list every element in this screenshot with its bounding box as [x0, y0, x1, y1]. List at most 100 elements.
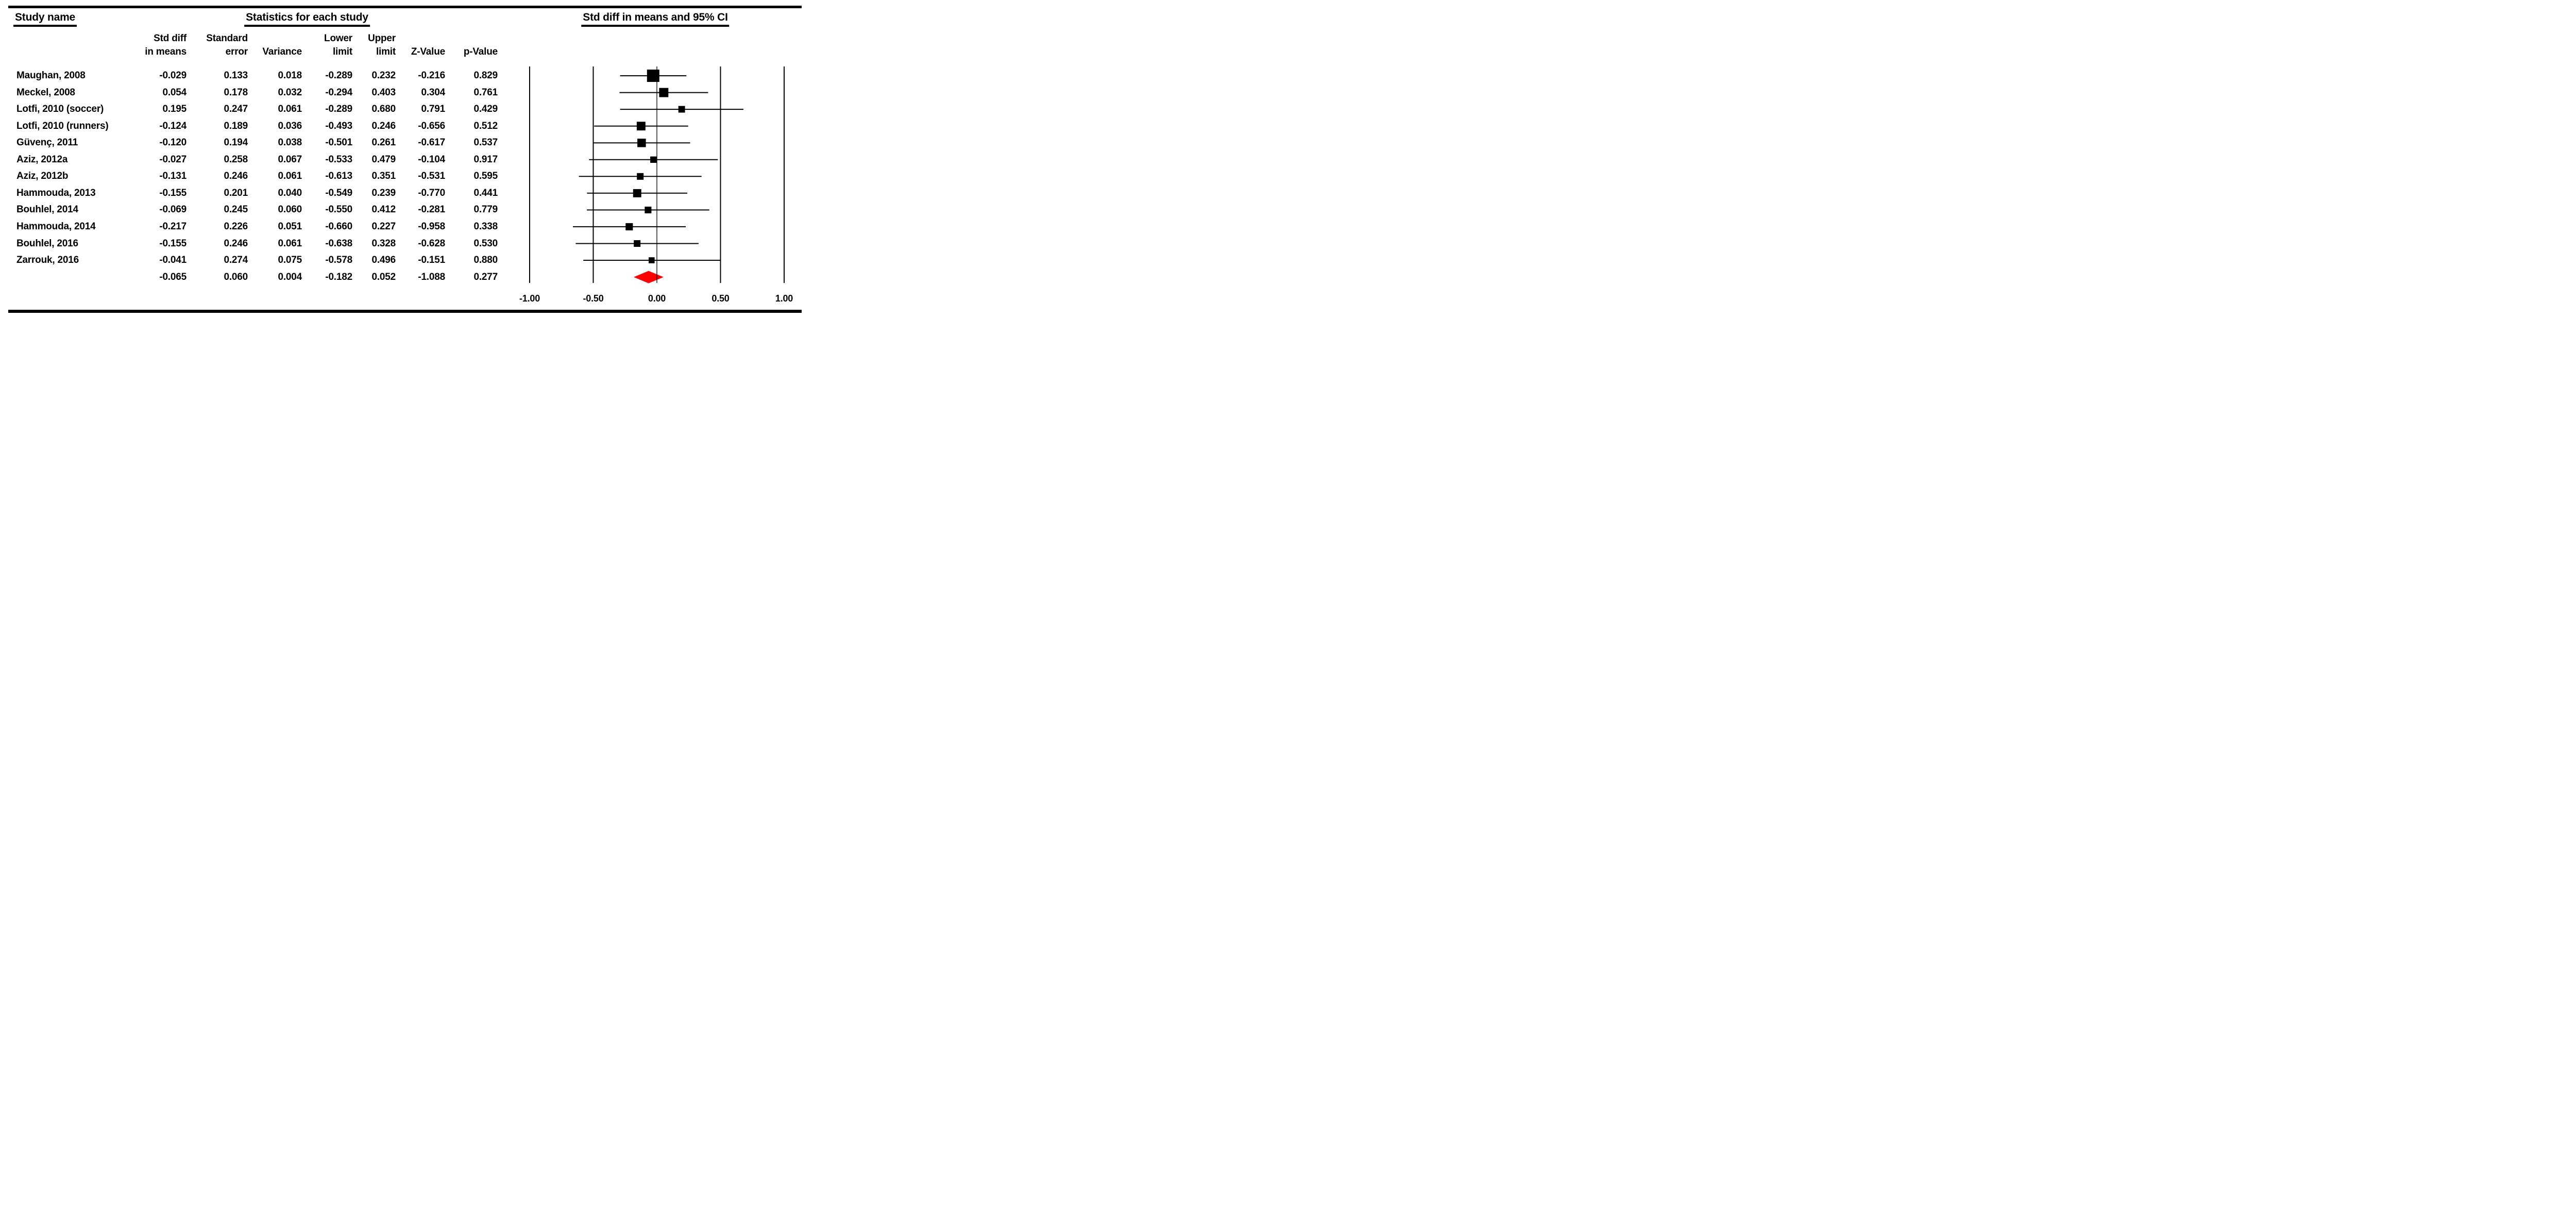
- stat-value: 0.338: [473, 221, 498, 232]
- stat-value: -0.027: [159, 154, 187, 165]
- col-header-standard-error-line2: error: [225, 46, 248, 57]
- study-name-column-title: Study name: [13, 11, 77, 27]
- bottom-rule: [8, 310, 802, 313]
- col-header-upper-limit-line2: limit: [376, 46, 396, 57]
- stat-value: 0.051: [278, 221, 302, 232]
- stat-value: 0.247: [224, 104, 248, 115]
- stat-value: 0.227: [371, 221, 396, 232]
- stat-value: 0.917: [473, 154, 498, 165]
- stat-value: -0.104: [418, 154, 445, 165]
- statistics-section-title: Statistics for each study: [244, 11, 370, 27]
- stat-value: -0.294: [325, 87, 352, 98]
- stat-value: 0.761: [473, 87, 498, 98]
- stat-value: 0.061: [278, 171, 302, 182]
- stat-value: 0.061: [278, 104, 302, 115]
- stat-value: 0.189: [224, 120, 248, 131]
- stat-value: 0.226: [224, 221, 248, 232]
- stat-value: -1.088: [418, 271, 445, 282]
- stat-value: 0.304: [421, 87, 445, 98]
- stat-value: 0.595: [473, 171, 498, 182]
- stat-value: 0.246: [224, 238, 248, 249]
- stat-value: 0.277: [473, 271, 498, 282]
- stat-value: -0.029: [159, 70, 187, 81]
- stat-value: 0.178: [224, 87, 248, 98]
- stat-value: 0.133: [224, 70, 248, 81]
- stat-value: 0.328: [371, 238, 396, 249]
- study-name: Hammouda, 2014: [16, 221, 96, 232]
- col-header-z-value: Z-Value: [411, 46, 445, 57]
- stat-value: 0.429: [473, 104, 498, 115]
- stat-value: -0.660: [325, 221, 352, 232]
- stat-value: 0.274: [224, 255, 248, 265]
- effect-size-square: [659, 88, 669, 97]
- study-name: Meckel, 2008: [16, 87, 75, 98]
- effect-size-square: [647, 70, 659, 82]
- effect-size-square: [645, 206, 652, 213]
- col-header-lower-limit-line1: Lower: [324, 33, 352, 44]
- stat-value: 0.060: [224, 271, 248, 282]
- col-header-p-value: p-Value: [463, 46, 498, 57]
- effect-size-square: [637, 139, 646, 147]
- stat-value: -0.155: [159, 187, 187, 198]
- stat-value: 0.779: [473, 204, 498, 215]
- stat-value: -0.549: [325, 187, 352, 198]
- stat-value: 0.530: [473, 238, 498, 249]
- stat-value: -0.065: [159, 271, 187, 282]
- stat-value: -0.531: [418, 171, 445, 182]
- stat-value: 0.245: [224, 204, 248, 215]
- top-rule: [8, 6, 802, 8]
- stat-value: -0.120: [159, 137, 187, 148]
- study-name: Güvenç, 2011: [16, 137, 78, 148]
- stat-value: -0.069: [159, 204, 187, 215]
- stat-value: 0.829: [473, 70, 498, 81]
- forest-plot-figure: Study name Statistics for each study Std…: [0, 0, 808, 315]
- forest-plot-canvas: [529, 66, 785, 283]
- stat-value: -0.628: [418, 238, 445, 249]
- study-name: Maughan, 2008: [16, 70, 86, 81]
- stat-value: 0.239: [371, 187, 396, 198]
- stat-value: 0.537: [473, 137, 498, 148]
- effect-size-square: [637, 173, 644, 180]
- effect-size-square: [633, 189, 641, 197]
- stat-value: 0.004: [278, 271, 302, 282]
- col-header-lower-limit-line2: limit: [332, 46, 352, 57]
- stat-value: -0.131: [159, 171, 187, 182]
- study-name: Bouhlel, 2016: [16, 238, 78, 249]
- stat-value: 0.412: [371, 204, 396, 215]
- stat-value: -0.289: [325, 70, 352, 81]
- stat-value: 0.261: [371, 137, 396, 148]
- study-name: Zarrouk, 2016: [16, 255, 79, 265]
- pooled-effect-diamond: [634, 271, 664, 283]
- stat-value: 0.060: [278, 204, 302, 215]
- stat-value: 0.036: [278, 120, 302, 131]
- x-axis-tick-label: 1.00: [775, 293, 793, 304]
- stat-value: 0.246: [224, 171, 248, 182]
- stat-value: 0.403: [371, 87, 396, 98]
- col-header-std-diff-line2: in means: [145, 46, 187, 57]
- stat-value: -0.217: [159, 221, 187, 232]
- stat-value: 0.680: [371, 104, 396, 115]
- stat-value: -0.289: [325, 104, 352, 115]
- stat-value: 0.018: [278, 70, 302, 81]
- stat-value: 0.067: [278, 154, 302, 165]
- stat-value: 0.232: [371, 70, 396, 81]
- stat-value: 0.880: [473, 255, 498, 265]
- stat-value: 0.201: [224, 187, 248, 198]
- stat-value: -0.493: [325, 120, 352, 131]
- effect-size-square: [678, 106, 685, 113]
- study-name: Lotfi, 2010 (runners): [16, 120, 109, 131]
- stat-value: 0.791: [421, 104, 445, 115]
- stat-value: 0.054: [162, 87, 187, 98]
- stat-value: -0.281: [418, 204, 445, 215]
- stat-value: -0.958: [418, 221, 445, 232]
- stat-value: 0.479: [371, 154, 396, 165]
- stat-value: 0.351: [371, 171, 396, 182]
- stat-value: 0.052: [371, 271, 396, 282]
- stat-value: 0.195: [162, 104, 187, 115]
- plot-section-title: Std diff in means and 95% CI: [581, 11, 730, 27]
- study-name: Aziz, 2012a: [16, 154, 68, 165]
- stat-value: -0.578: [325, 255, 352, 265]
- stat-value: -0.501: [325, 137, 352, 148]
- stat-value: -0.182: [325, 271, 352, 282]
- study-name: Bouhlel, 2014: [16, 204, 78, 215]
